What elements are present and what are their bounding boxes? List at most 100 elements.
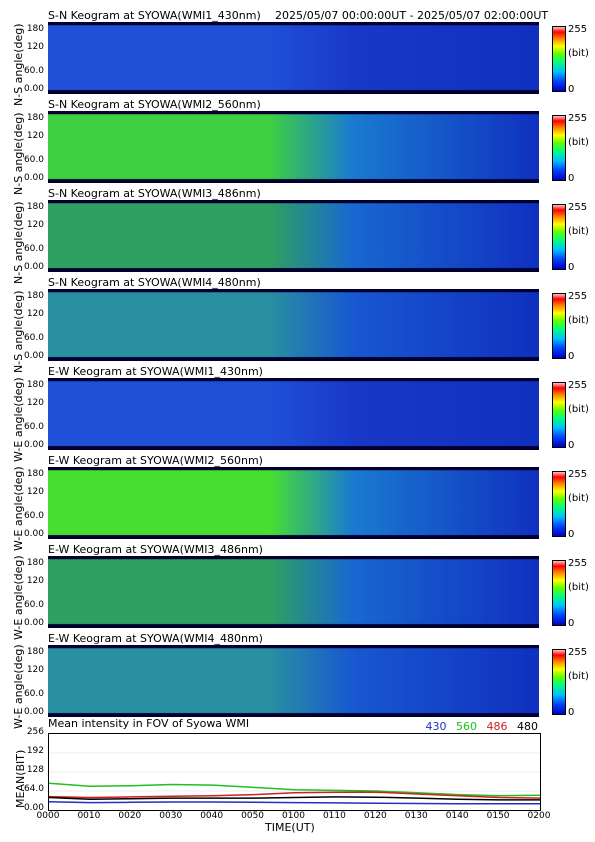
panel-title: E-W Keogram at SYOWA(WMI1_430nm) [48, 365, 263, 378]
keogram-image [48, 378, 539, 450]
keogram-image [48, 200, 539, 272]
keogram-image [48, 289, 539, 361]
x-tick: 0000 [36, 811, 60, 821]
x-tick: 0100 [282, 811, 305, 821]
ytick: 120 [26, 131, 44, 141]
colorbar [552, 26, 566, 92]
mean-ytick: 64.0 [23, 784, 44, 794]
colorbar-unit: (bit) [568, 582, 589, 593]
ytick: 0.00 [23, 84, 44, 94]
ytick: 180 [26, 469, 44, 479]
ytick: 120 [26, 398, 44, 408]
colorbar-unit: (bit) [568, 315, 589, 326]
colorbar [552, 293, 566, 359]
colorbar [552, 115, 566, 181]
mean-plot [48, 733, 541, 811]
ytick: 60.0 [23, 422, 44, 432]
legend-430: 430 [425, 720, 447, 733]
ytick: 0.00 [23, 351, 44, 361]
time-range: 2025/05/07 00:00:00UT - 2025/05/07 02:00… [275, 9, 549, 22]
x-tick: 0120 [363, 811, 387, 821]
colorbar-max: 255 [568, 558, 588, 569]
legend-480: 480 [517, 720, 538, 733]
panel-title: S-N Keogram at SYOWA(WMI2_560nm) [48, 98, 261, 111]
ytick: 60.0 [23, 333, 44, 343]
mean-legend: 430 560 486 480 [420, 720, 539, 733]
colorbar-min: 0 [568, 618, 575, 629]
colorbar-max: 255 [568, 202, 588, 213]
ytick: 120 [26, 220, 44, 230]
series-line-560 [48, 782, 541, 797]
keogram-image [48, 111, 539, 183]
x-tick: 0020 [118, 811, 142, 821]
ytick: 60.0 [23, 155, 44, 165]
x-tick: 0140 [445, 811, 469, 821]
ytick: 0.00 [23, 440, 44, 450]
ytick: 180 [26, 24, 44, 34]
keogram-image [48, 645, 539, 717]
colorbar-unit: (bit) [568, 493, 589, 504]
panel-title: E-W Keogram at SYOWA(WMI4_480nm) [48, 632, 263, 645]
ytick: 120 [26, 487, 44, 497]
ytick: 0.00 [23, 262, 44, 272]
ytick: 180 [26, 202, 44, 212]
colorbar-max: 255 [568, 380, 588, 391]
mean-ytick: 0.00 [23, 803, 44, 813]
keogram-image [48, 467, 539, 539]
colorbar-unit: (bit) [568, 226, 589, 237]
ytick: 60.0 [23, 66, 44, 76]
mean-svg [48, 752, 541, 805]
panel-title: S-N Keogram at SYOWA(WMI4_480nm) [48, 276, 261, 289]
x-tick: 0200 [527, 811, 551, 821]
x-tick: 0110 [322, 811, 346, 821]
colorbar-min: 0 [568, 440, 575, 451]
series-line-430 [48, 800, 540, 805]
colorbar-max: 255 [568, 113, 588, 124]
colorbar-unit: (bit) [568, 48, 589, 59]
colorbar-min: 0 [568, 84, 575, 95]
ytick: 180 [26, 647, 44, 657]
colorbar [552, 560, 566, 626]
colorbar [552, 471, 566, 537]
legend-560: 560 [456, 720, 477, 733]
ytick: 60.0 [23, 600, 44, 610]
ytick: 180 [26, 291, 44, 301]
panel-title: S-N Keogram at SYOWA(WMI3_486nm) [48, 187, 261, 200]
ytick: 120 [26, 309, 44, 319]
ytick: 60.0 [23, 511, 44, 521]
colorbar-min: 0 [568, 173, 575, 184]
colorbar-max: 255 [568, 469, 588, 480]
colorbar-max: 255 [568, 24, 588, 35]
panel-title: S-N Keogram at SYOWA(WMI1_430nm) [48, 9, 261, 22]
colorbar-min: 0 [568, 262, 575, 273]
colorbar [552, 204, 566, 270]
legend-486: 486 [486, 720, 508, 733]
panel-title: E-W Keogram at SYOWA(WMI2_560nm) [48, 454, 263, 467]
ytick: 60.0 [23, 689, 44, 699]
colorbar-max: 255 [568, 647, 588, 658]
colorbar-unit: (bit) [568, 137, 589, 148]
panel-title: E-W Keogram at SYOWA(WMI3_486nm) [48, 543, 263, 556]
mean-ytick: 128 [26, 765, 44, 775]
x-tick: 0150 [486, 811, 510, 821]
x-tick: 0010 [77, 811, 101, 821]
x-tick: 0050 [241, 811, 265, 821]
colorbar [552, 382, 566, 448]
x-tick: 0040 [200, 811, 224, 821]
ytick: 120 [26, 42, 44, 52]
ytick: 0.00 [23, 618, 44, 628]
ytick: 0.00 [23, 529, 44, 539]
x-tick: 0130 [404, 811, 428, 821]
keogram-image [48, 22, 539, 94]
ytick: 0.00 [23, 173, 44, 183]
colorbar-min: 0 [568, 351, 575, 362]
ytick: 180 [26, 380, 44, 390]
colorbar-unit: (bit) [568, 671, 589, 682]
x-tick: 0030 [159, 811, 183, 821]
keogram-image [48, 556, 539, 628]
ytick: 120 [26, 576, 44, 586]
ytick: 120 [26, 665, 44, 675]
ytick: 60.0 [23, 244, 44, 254]
ytick: 180 [26, 558, 44, 568]
colorbar-min: 0 [568, 707, 575, 718]
